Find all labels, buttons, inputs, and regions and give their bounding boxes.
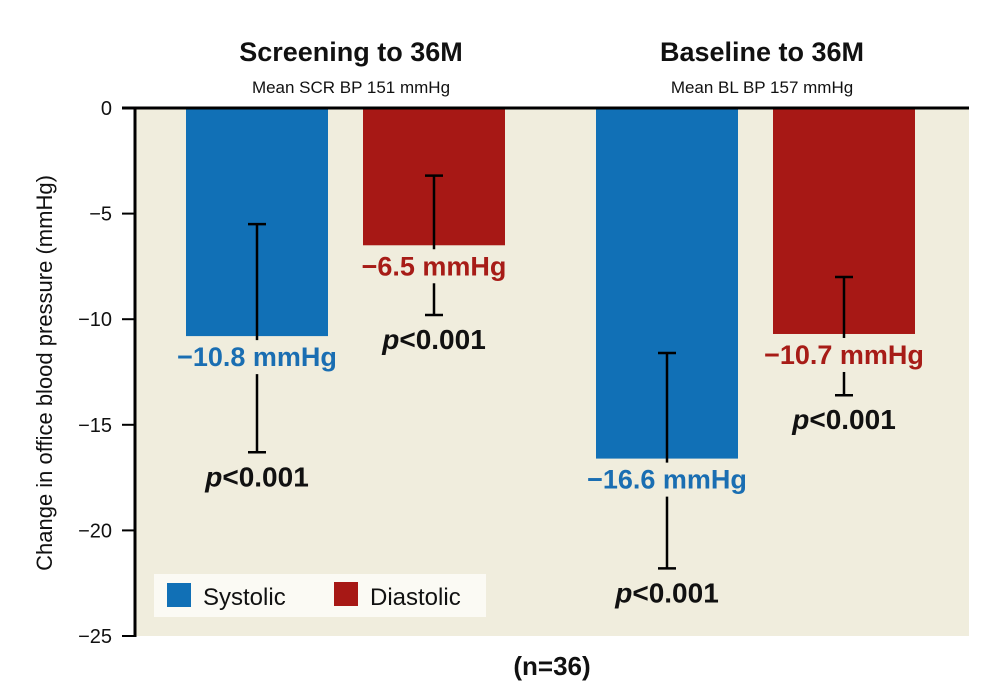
- p-symbol: p: [614, 577, 632, 608]
- p-value-label-systolic-1: p<0.001: [204, 461, 309, 492]
- y-tick-label: 0: [101, 98, 112, 120]
- p-symbol: p: [381, 324, 399, 355]
- y-tick-label: −20: [78, 520, 112, 542]
- group-subtitle-screening: Mean SCR BP 151 mmHg: [252, 78, 450, 97]
- p-symbol: p: [204, 461, 222, 492]
- y-tick-label: −15: [78, 415, 112, 437]
- group-title-baseline: Baseline to 36M: [660, 37, 864, 67]
- value-label-systolic-2: −16.6 mmHg: [587, 465, 747, 495]
- value-label-diastolic-2: −10.7 mmHg: [764, 340, 924, 370]
- y-tick-label: −25: [78, 626, 112, 648]
- legend: Systolic Diastolic: [154, 574, 486, 617]
- legend-box: [154, 574, 486, 617]
- p-threshold: <0.001: [222, 461, 308, 492]
- y-tick-label: −10: [78, 309, 112, 331]
- group-title-screening: Screening to 36M: [239, 37, 463, 67]
- p-symbol: p: [791, 404, 809, 435]
- y-axis-label: Change in office blood pressure (mmHg): [32, 175, 57, 571]
- p-threshold: <0.001: [809, 404, 895, 435]
- value-label-diastolic-1: −6.5 mmHg: [362, 251, 507, 281]
- p-threshold: <0.001: [399, 324, 485, 355]
- legend-swatch-systolic: [167, 583, 191, 607]
- legend-label-systolic: Systolic: [203, 584, 286, 611]
- p-threshold: <0.001: [632, 577, 718, 608]
- p-value-label-diastolic-2: p<0.001: [791, 404, 896, 435]
- x-axis-label: (n=36): [513, 651, 590, 681]
- y-tick-label: −5: [89, 204, 112, 226]
- group-subtitle-baseline: Mean BL BP 157 mmHg: [671, 78, 853, 97]
- value-label-systolic-1: −10.8 mmHg: [177, 342, 337, 372]
- legend-label-diastolic: Diastolic: [370, 584, 461, 611]
- p-value-label-diastolic-1: p<0.001: [381, 324, 486, 355]
- p-value-label-systolic-2: p<0.001: [614, 577, 719, 608]
- legend-swatch-diastolic: [334, 582, 358, 606]
